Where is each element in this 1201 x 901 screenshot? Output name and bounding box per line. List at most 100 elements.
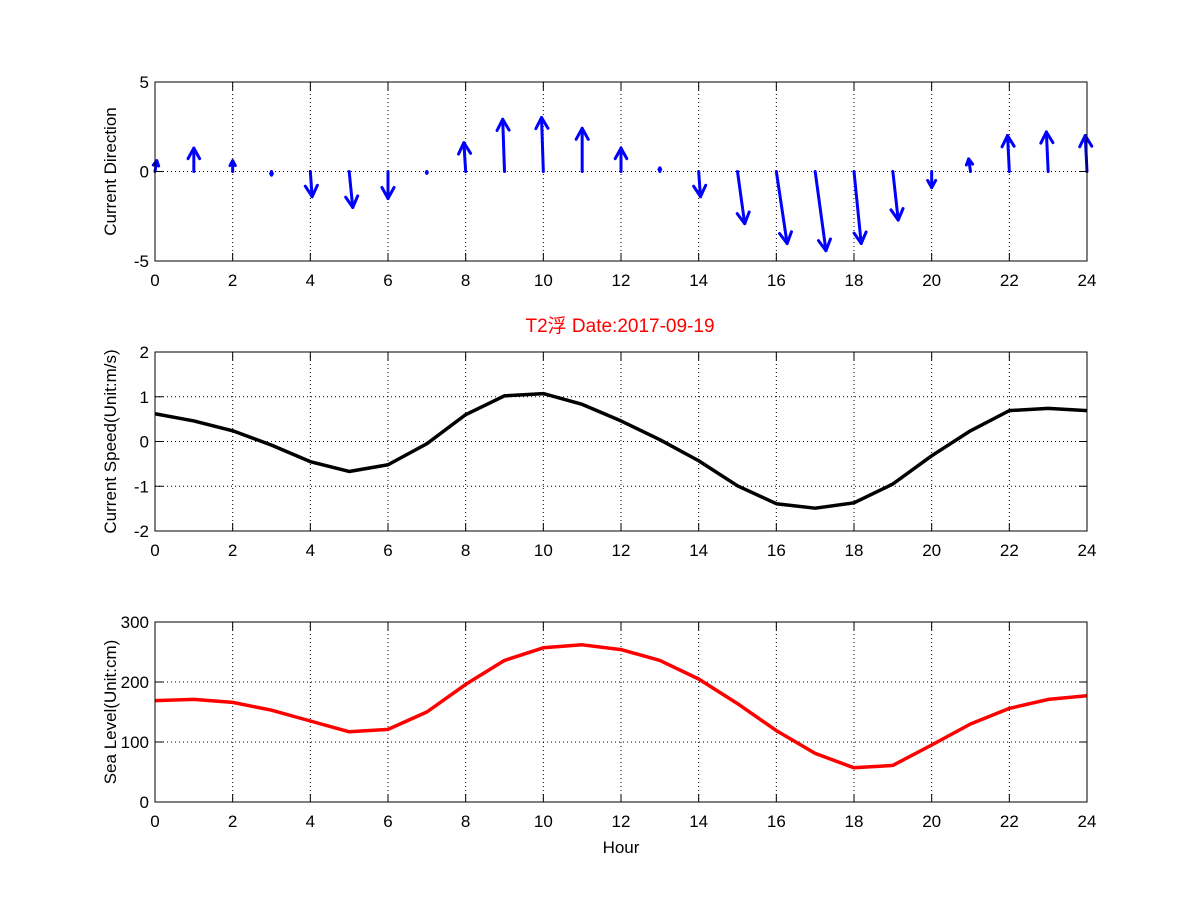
direction-arrow (1000, 134, 1016, 173)
direction-xtick-label: 8 (461, 271, 470, 290)
speed-xtick-label: 4 (306, 541, 315, 560)
sea-level-ytick-label: 100 (121, 733, 149, 752)
direction-arrow (813, 170, 832, 253)
direction-arrow-shaft (540, 116, 545, 173)
direction-arrow (735, 170, 751, 226)
sea-level-xtick-label: 10 (534, 812, 553, 831)
direction-arrow (852, 170, 868, 245)
sea-level-xtick-label: 8 (461, 812, 470, 831)
sea-level-xtick-label: 16 (767, 812, 786, 831)
speed-xtick-label: 6 (383, 541, 392, 560)
sea-level-xtick-label: 14 (689, 812, 708, 831)
direction-arrow-head (344, 194, 360, 209)
direction-arrow-head (657, 166, 663, 172)
direction-arrow-head (269, 171, 274, 177)
direction-arrow (1039, 130, 1055, 173)
direction-xtick-label: 16 (767, 271, 786, 290)
speed-xtick-label: 20 (922, 541, 941, 560)
direction-xtick-label: 2 (228, 271, 237, 290)
sea-level-xtick-label: 18 (845, 812, 864, 831)
sea-level-plot-area (155, 622, 1087, 802)
direction-xtick-label: 24 (1078, 271, 1097, 290)
speed-xtick-label: 12 (612, 541, 631, 560)
direction-arrow (495, 117, 511, 173)
sea-level-ylabel: Sea Level(Unit:cm) (101, 640, 120, 785)
direction-arrow-shaft (813, 170, 828, 253)
sea-level-xtick-label: 0 (150, 812, 159, 831)
speed-xtick-label: 16 (767, 541, 786, 560)
direction-arrow (574, 126, 590, 173)
direction-arrow-shaft (736, 170, 747, 226)
direction-arrow-shaft (891, 170, 900, 222)
direction-xtick-label: 10 (534, 271, 553, 290)
direction-ylabel: Current Direction (101, 107, 120, 236)
direction-arrow-shaft (697, 170, 702, 199)
direction-arrow-head (457, 141, 473, 156)
direction-arrow-head (380, 186, 396, 200)
direction-xtick-label: 4 (306, 271, 315, 290)
direction-arrow-head (816, 237, 832, 253)
direction-xtick-label: 6 (383, 271, 392, 290)
direction-arrow-shaft (347, 170, 355, 209)
speed-xtick-label: 22 (1000, 541, 1019, 560)
direction-arrow (926, 170, 938, 190)
direction-xtick-label: 22 (1000, 271, 1019, 290)
direction-arrow (774, 170, 793, 245)
sea-level-ytick-label: 300 (121, 613, 149, 632)
sea-level-xtick-label: 20 (922, 812, 941, 831)
direction-arrow-head (303, 183, 319, 199)
direction-arrow-shaft (501, 117, 506, 173)
sea-level-xlabel: Hour (603, 838, 640, 857)
direction-arrow-head (926, 178, 938, 190)
direction-ytick-label: -5 (134, 252, 149, 271)
sea-level-xtick-label: 22 (1000, 812, 1019, 831)
direction-arrow (269, 170, 274, 177)
direction-arrow-head (889, 206, 905, 222)
direction-arrow-head (1078, 134, 1094, 149)
direction-arrow (228, 159, 237, 173)
direction-arrow-head (778, 230, 793, 245)
direction-arrow (457, 141, 473, 173)
direction-arrow (424, 170, 429, 175)
figure-title: T2浮 Date:2017-09-19 (525, 315, 714, 337)
speed-ytick-label: 0 (140, 433, 149, 452)
speed-xtick-label: 18 (845, 541, 864, 560)
direction-arrow-head (692, 183, 708, 199)
sea-level-xtick-label: 12 (612, 812, 631, 831)
direction-arrow (613, 146, 629, 173)
speed-ytick-label: -1 (134, 477, 149, 496)
direction-arrow-head (228, 159, 237, 168)
direction-arrow (889, 170, 905, 222)
direction-arrow-shaft (462, 141, 468, 173)
direction-arrow-head (1039, 130, 1055, 145)
direction-arrow-head (574, 126, 590, 141)
direction-arrow (303, 170, 319, 199)
direction-ytick-label: 0 (140, 163, 149, 182)
direction-arrow (534, 116, 550, 173)
direction-arrow-shaft (1006, 134, 1011, 173)
speed-ylabel: Current Speed(Unit:m/s) (101, 349, 120, 533)
direction-arrow-head (613, 146, 629, 161)
direction-xtick-label: 12 (612, 271, 631, 290)
sea-level-ytick-label: 200 (121, 673, 149, 692)
speed-ytick-label: 2 (140, 343, 149, 362)
direction-arrow-head (495, 117, 511, 133)
sea-level-xtick-label: 6 (383, 812, 392, 831)
direction-arrow-shaft (308, 170, 314, 199)
speed-xtick-label: 10 (534, 541, 553, 560)
direction-xtick-label: 20 (922, 271, 941, 290)
direction-arrow (380, 170, 396, 200)
sea-level-xtick-label: 24 (1078, 812, 1097, 831)
sea-level-ytick-label: 0 (140, 793, 149, 812)
speed-xtick-label: 0 (150, 541, 159, 560)
sea-level-xtick-label: 2 (228, 812, 237, 831)
direction-arrow (692, 170, 708, 199)
direction-arrow-head (424, 170, 429, 175)
direction-arrow-head (964, 157, 975, 167)
direction-arrow-head (1000, 134, 1016, 149)
direction-xtick-label: 0 (150, 271, 159, 290)
direction-arrow-head (151, 159, 161, 168)
